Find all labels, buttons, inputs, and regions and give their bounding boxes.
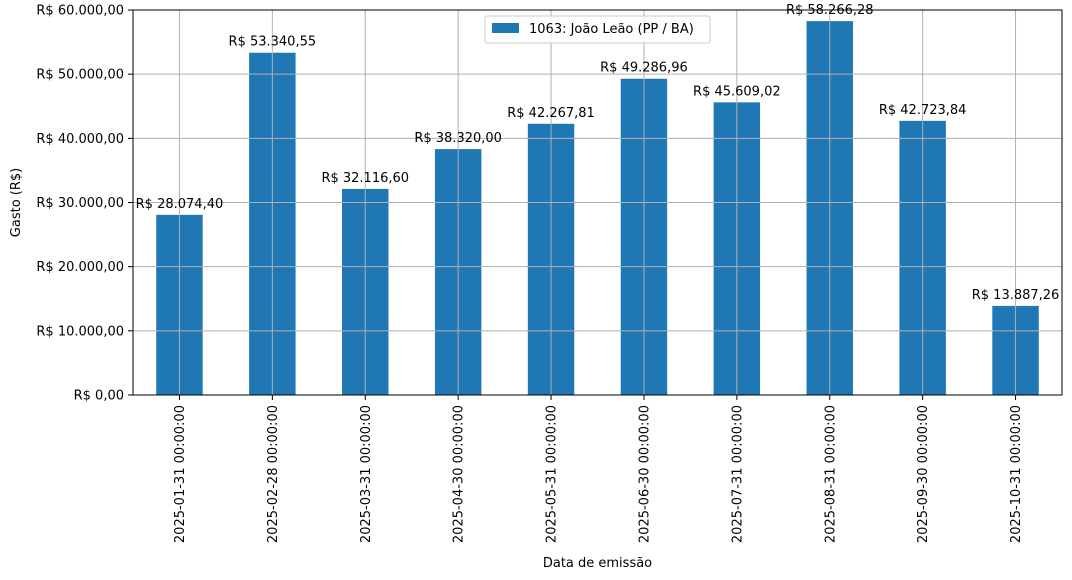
legend-box [484,15,711,44]
legend-swatch [492,23,519,33]
bar-value-label: R$ 28.074,40 [136,197,224,212]
x-tick-label: 2025-06-30 00:00:00 [637,405,652,543]
x-tick-label: 2025-03-31 00:00:00 [359,405,374,543]
legend: 1063: João Leão (PP / BA) [484,15,711,44]
x-tick-label: 2025-08-31 00:00:00 [823,405,838,543]
grid-lines [133,9,1062,396]
y-tick-label: R$ 40.000,00 [36,132,124,147]
y-tick-label: R$ 0,00 [74,389,124,404]
y-tick-label: R$ 10.000,00 [36,324,124,339]
bar-value-label: R$ 42.267,81 [507,106,595,121]
y-axis-ticks: R$ 0,00 R$ 10.000,00 R$ 20.000,00 R$ 30.000… [36,4,133,404]
x-tick-label: 2025-07-31 00:00:00 [730,405,745,543]
y-axis-title: Gasto (R$) [9,168,24,237]
bar-value-label: R$ 58.266,28 [786,3,874,18]
y-tick-label: R$ 60.000,00 [36,4,124,19]
bar-value-label: R$ 32.116,60 [321,171,409,186]
x-axis-ticks: 2025-01-31 00:00:00 2025-02-28 00:00:00 20… [173,395,1024,543]
y-tick-label: R$ 50.000,00 [36,68,124,83]
x-tick-label: 2025-02-28 00:00:00 [266,405,281,543]
bar-value-label: R$ 38.320,00 [414,131,502,146]
x-tick-label: 2025-04-30 00:00:00 [452,405,467,543]
bar-value-label: R$ 45.609,02 [693,84,781,99]
bar-value-label: R$ 42.723,84 [879,103,967,118]
bar-value-label: R$ 49.286,96 [600,61,688,76]
x-tick-label: 2025-05-31 00:00:00 [545,405,560,543]
bars [156,21,1039,396]
y-tick-label: R$ 30.000,00 [36,196,124,211]
x-tick-label: 2025-09-30 00:00:00 [916,405,931,543]
legend-label: 1063: João Leão (PP / BA) [529,22,694,37]
bar-value-labels: R$ 28.074,40 R$ 53.340,55 R$ 32.116,60 R$ 3… [136,3,1060,303]
x-axis-title: Data de emissão [543,556,652,571]
bar-value-label: R$ 53.340,55 [229,35,317,50]
y-tick-label: R$ 20.000,00 [36,260,124,275]
x-tick-label: 2025-01-31 00:00:00 [173,405,188,543]
x-tick-label: 2025-10-31 00:00:00 [1009,405,1024,543]
bar-value-label: R$ 13.887,26 [972,288,1060,303]
